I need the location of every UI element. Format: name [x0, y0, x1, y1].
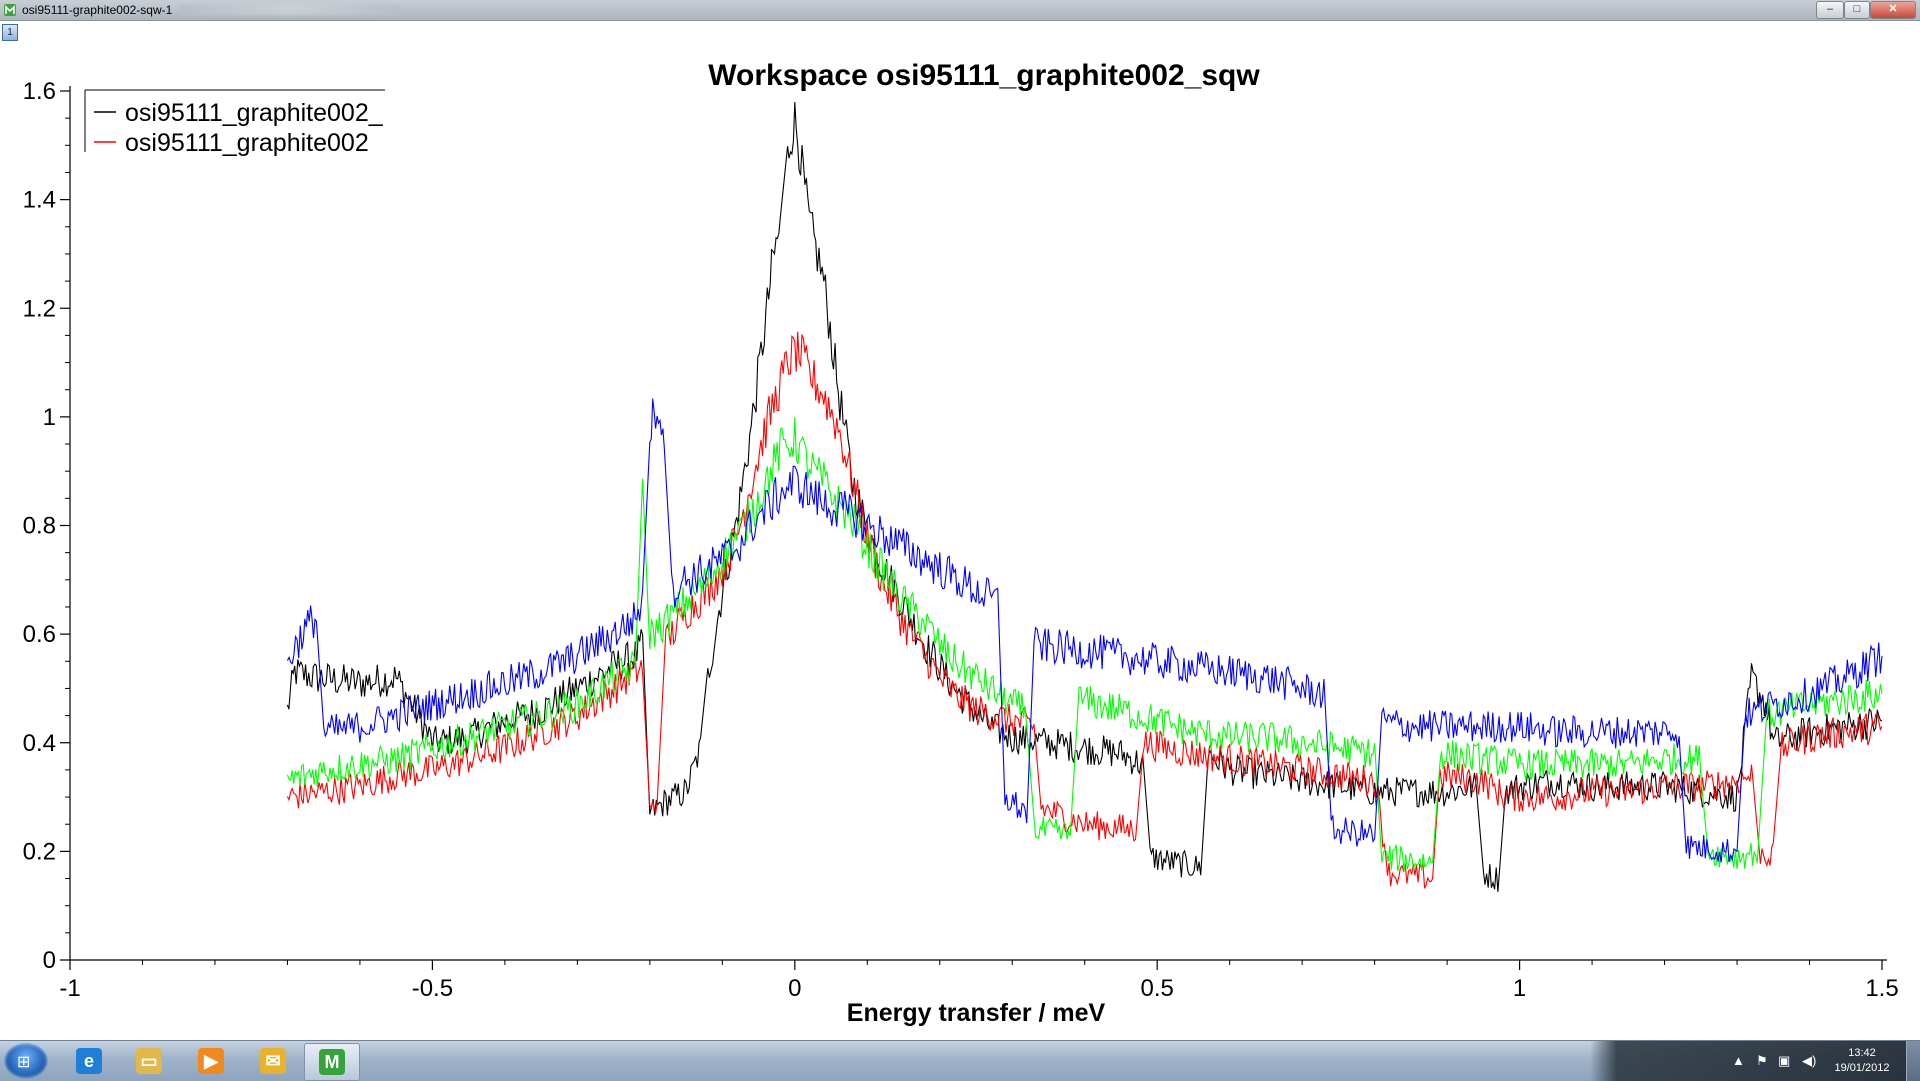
x-tick-label: -1 — [59, 975, 80, 1002]
legend-box — [85, 90, 385, 190]
chart[interactable]: Workspace osi95111_graphite002_sqw 00.20… — [0, 40, 1920, 1040]
window-path-blurred — [180, 4, 400, 15]
y-tick-label: 1.6 — [23, 78, 56, 105]
mantidplot-icon: M — [319, 1049, 345, 1075]
volume-icon[interactable]: ◀) — [1802, 1053, 1817, 1068]
series-line-0 — [286, 101, 1883, 892]
taskbar-item-mantidplot[interactable]: M — [304, 1043, 360, 1081]
legend-label-1: osi95111_graphite002 — [125, 129, 369, 157]
outlook-icon: ✉ — [260, 1048, 286, 1074]
x-tick-label: 1 — [1513, 975, 1526, 1002]
close-button[interactable]: ✕ — [1870, 1, 1916, 19]
series-line-2 — [286, 417, 1883, 872]
show-hidden-icons-icon[interactable]: ▲ — [1732, 1053, 1745, 1068]
taskbar-item-explorer-folder[interactable]: ▭ — [122, 1043, 176, 1079]
show-desktop-button[interactable] — [1906, 1041, 1920, 1081]
y-tick-label: 0.6 — [23, 621, 56, 648]
axes: 0 0.2 0.4 0.6 0.8 1 1.2 1.4 1.6 -1 -0.5 0 0.5 1 1.5 — [23, 78, 1899, 1002]
x-tick-label: 0 — [788, 975, 801, 1002]
explorer-folder-icon: ▭ — [136, 1048, 162, 1074]
taskbar-item-ie[interactable]: e — [62, 1043, 116, 1079]
x-axis-title: Energy transfer / meV — [847, 999, 1106, 1027]
x-tick-label: 1.5 — [1865, 975, 1898, 1002]
start-button[interactable]: ⊞ — [4, 1043, 48, 1079]
network-icon[interactable]: ▣ — [1778, 1053, 1791, 1068]
media-player-icon: ▶ — [198, 1048, 224, 1074]
series-line-3 — [286, 398, 1883, 863]
taskbar-item-media-player[interactable]: ▶ — [184, 1043, 238, 1079]
legend[interactable]: osi95111_graphite002_ osi95111_graphite0… — [84, 89, 385, 190]
taskbar-item-outlook[interactable]: ✉ — [246, 1043, 300, 1079]
series-line-1 — [286, 331, 1883, 889]
mantid-app-icon — [4, 4, 16, 16]
chart-title: Workspace osi95111_graphite002_sqw — [708, 59, 1260, 92]
taskbar: ⊞ e ▭ ▶ ✉ M ▲ ⚑ ▣ ◀) 13:42 19/01/2012 — [0, 1040, 1920, 1081]
y-tick-label: 1.4 — [23, 187, 56, 214]
y-tick-label: 0.8 — [23, 513, 56, 540]
window-title: osi95111-graphite002-sqw-1 — [22, 3, 173, 17]
ie-icon: e — [76, 1048, 102, 1074]
minimize-button[interactable]: – — [1816, 1, 1844, 19]
windows-logo-icon: ⊞ — [17, 1054, 31, 1071]
y-tick-label: 0.4 — [23, 730, 56, 757]
system-tray: ▲ ⚑ ▣ ◀) — [1590, 1041, 1920, 1081]
y-tick-label: 0.2 — [23, 838, 56, 865]
x-tick-label: -0.5 — [412, 975, 453, 1002]
plot-area[interactable] — [286, 101, 1883, 892]
y-tick-label: 1.2 — [23, 295, 56, 322]
action-center-flag-icon[interactable]: ⚑ — [1756, 1053, 1768, 1068]
y-tick-label: 0 — [43, 947, 56, 974]
x-tick-label: 0.5 — [1141, 975, 1174, 1002]
clock-time[interactable]: 13:42 — [1848, 1047, 1876, 1059]
clock-date[interactable]: 19/01/2012 — [1834, 1062, 1890, 1074]
legend-label-0: osi95111_graphite002_ — [125, 99, 384, 127]
y-tick-label: 1 — [43, 404, 56, 431]
layer-badge[interactable]: 1 — [2, 24, 18, 41]
maximize-button[interactable]: □ — [1844, 1, 1870, 19]
window-titlebar[interactable]: osi95111-graphite002-sqw-1 – □ ✕ — [0, 0, 1920, 21]
